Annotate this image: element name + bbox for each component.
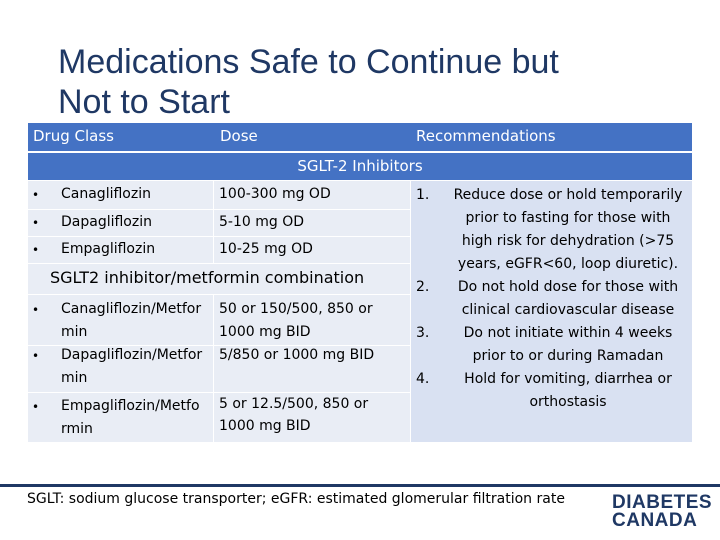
recommendations-list: 1. Reduce dose or hold temporarily prior… — [414, 184, 692, 414]
table-cell — [214, 393, 410, 442]
recommendation-text: years, eGFR<60, loop diuretic). — [457, 256, 679, 272]
table-cell — [28, 210, 213, 236]
bullet-icon: • — [32, 303, 40, 317]
table-cell — [214, 346, 410, 392]
recommendations-cell — [411, 181, 692, 442]
combo-name-2-line-2: min — [61, 370, 88, 386]
table-cell — [214, 237, 410, 263]
combo-name-3-line-2: rmin — [61, 421, 93, 437]
combination-title: SGLT2 inhibitor/metformin combination — [50, 268, 365, 287]
table-cell — [28, 393, 213, 442]
recommendation-text: Reduce dose or hold temporarily — [453, 187, 683, 203]
recommendation-text: clinical cardiovascular disease — [461, 302, 675, 318]
drug-dose-1: 100-300 mg OD — [219, 186, 331, 202]
bullet-icon: • — [32, 243, 40, 257]
recommendation-number: 2. — [416, 279, 430, 295]
recommendation-text: Hold for vomiting, diarrhea or — [464, 371, 672, 387]
section-title: SGLT-2 Inhibitors — [297, 157, 423, 175]
recommendation-text: Do not initiate within 4 weeks — [463, 325, 673, 341]
recommendation-text: prior to or during Ramadan — [472, 348, 664, 364]
table-cell — [28, 346, 213, 392]
drug-name-3: Empagliflozin — [61, 241, 156, 257]
recommendation-number: 1. — [416, 187, 430, 203]
footnote: SGLT: sodium glucose transporter; eGFR: … — [27, 491, 565, 507]
recommendation-item: 4. Hold for vomiting, diarrhea or orthos… — [414, 368, 692, 414]
drug-dose-3: 10-25 mg OD — [219, 241, 313, 257]
recommendation-item: 2. Do not hold dose for those with clini… — [414, 276, 692, 322]
table-cell — [28, 264, 410, 294]
bullet-icon: • — [32, 400, 40, 414]
recommendation-number: 4. — [416, 371, 430, 387]
section-header-row: SGLT-2 Inhibitors — [28, 153, 692, 180]
title-line-2: Not to Start — [58, 83, 230, 121]
combo-name-3-line-1: Empagliflozin/Metfo — [61, 398, 200, 414]
recommendation-text: prior to fasting for those with — [465, 210, 671, 226]
bullet-icon: • — [32, 216, 40, 230]
table-cell — [28, 237, 213, 263]
table-cell — [214, 181, 410, 209]
drug-name-1: Canagliflozin — [61, 186, 151, 202]
bullet-icon: • — [32, 349, 40, 363]
footer-divider — [0, 484, 720, 487]
table-cell — [28, 181, 213, 209]
recommendation-text: Do not hold dose for those with — [457, 279, 679, 295]
drug-dose-2: 5-10 mg OD — [219, 214, 304, 230]
bullet-icon: • — [32, 188, 40, 202]
combo-name-1-line-2: min — [61, 324, 88, 340]
table-header-row: Drug Class Dose Recommendations — [28, 123, 692, 151]
page-title: Medications Safe to Continue but Not to … — [58, 42, 698, 122]
recommendation-item: 1. Reduce dose or hold temporarily prior… — [414, 184, 692, 276]
combo-dose-1-line-2: 1000 mg BID — [219, 324, 311, 340]
recommendation-number: 3. — [416, 325, 430, 341]
header-dose: Dose — [220, 127, 258, 145]
combo-dose-3-line-2: 1000 mg BID — [219, 418, 311, 434]
combo-dose-2-line-1: 5/850 or 1000 mg BID — [219, 347, 375, 363]
recommendation-item: 3. Do not initiate within 4 weeks prior … — [414, 322, 692, 368]
combo-name-2-line-1: Dapagliflozin/Metfor — [61, 347, 203, 363]
title-line-1: Medications Safe to Continue but — [58, 43, 559, 81]
header-recommendations: Recommendations — [416, 127, 556, 145]
combo-name-1-line-1: Canagliflozin/Metfor — [61, 301, 202, 317]
table-cell — [28, 295, 213, 345]
recommendation-text: orthostasis — [529, 394, 607, 410]
diabetes-canada-logo: DIABETES CANADA — [612, 492, 713, 531]
header-drug-class: Drug Class — [33, 127, 114, 145]
combo-dose-1-line-1: 50 or 150/500, 850 or — [219, 301, 373, 317]
table-cell — [214, 210, 410, 236]
combo-dose-3-line-1: 5 or 12.5/500, 850 or — [219, 396, 369, 412]
logo-line-2: CANADA — [612, 510, 698, 531]
logo-line-1: DIABETES — [612, 492, 713, 513]
table-cell — [214, 295, 410, 345]
drug-name-2: Dapagliflozin — [61, 214, 152, 230]
recommendation-text: high risk for dehydration (>75 — [461, 233, 675, 249]
